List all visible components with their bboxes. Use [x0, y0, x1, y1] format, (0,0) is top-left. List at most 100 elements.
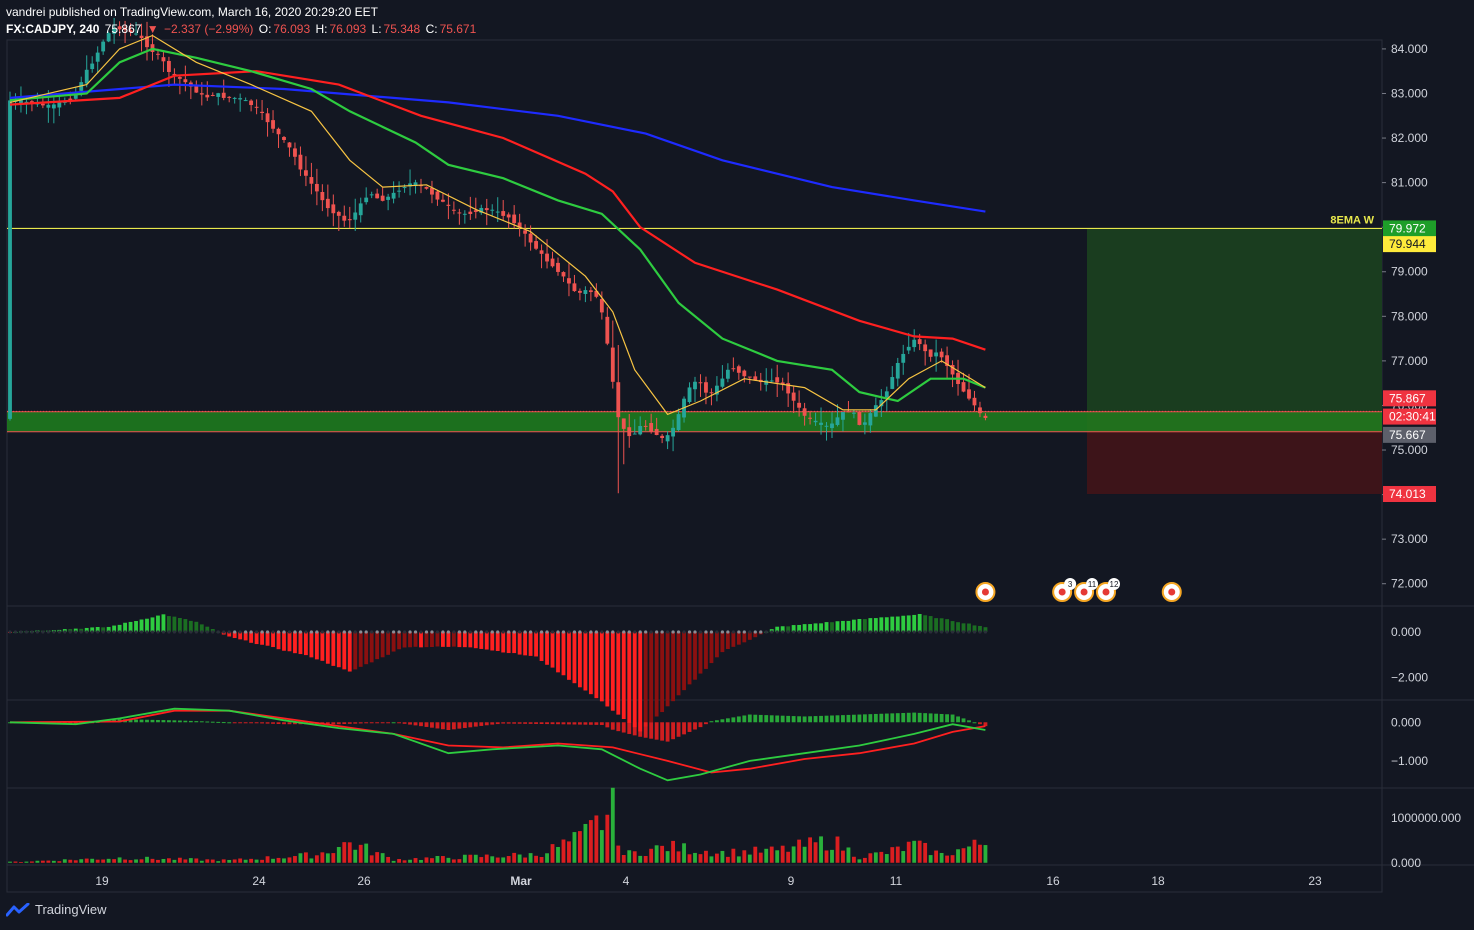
- volume-bar: [747, 854, 752, 863]
- time-tick-label: 4: [623, 874, 630, 888]
- volume-bar: [386, 856, 391, 863]
- volume-bar: [364, 843, 369, 863]
- candle-body: [325, 198, 330, 209]
- event-count-label: 12: [1110, 580, 1119, 589]
- price-tick-label: 73.000: [1391, 532, 1428, 546]
- momentum-bar: [539, 631, 544, 661]
- macd-hist-bar: [490, 722, 495, 725]
- candle-body: [391, 192, 396, 199]
- momentum-bar: [446, 631, 451, 647]
- time-tick-label: 23: [1308, 874, 1322, 888]
- volume-bar: [578, 831, 582, 863]
- volume-bar: [501, 857, 506, 863]
- macd-hist-bar: [594, 722, 599, 725]
- momentum-bar: [156, 615, 160, 632]
- squeeze-dot: [496, 630, 500, 634]
- macd-hist-bar: [364, 722, 369, 724]
- candle-body: [890, 377, 895, 389]
- volume-bar: [709, 856, 714, 863]
- squeeze-dot: [846, 630, 851, 634]
- candle-body: [260, 111, 264, 114]
- squeeze-dot: [726, 630, 730, 634]
- momentum-bar: [391, 631, 396, 652]
- momentum-bar: [791, 625, 796, 632]
- candle-body: [309, 177, 314, 184]
- squeeze-dot: [594, 630, 598, 634]
- macd-hist-bar: [375, 722, 380, 724]
- volume-bar: [183, 859, 188, 863]
- volume-bar: [430, 858, 434, 863]
- candle-body: [46, 104, 51, 108]
- volume-bar: [441, 856, 445, 863]
- volume-bar: [654, 845, 659, 863]
- momentum-bar: [517, 631, 522, 655]
- momentum-bar: [638, 631, 643, 732]
- volume-bar: [479, 857, 484, 863]
- macd-hist-bar: [665, 722, 670, 742]
- squeeze-dot: [315, 630, 319, 634]
- squeeze-dot: [852, 630, 856, 634]
- symbol-name[interactable]: FX:CADJPY, 240: [6, 22, 100, 36]
- footer-brand[interactable]: TradingView: [35, 902, 107, 917]
- candle-body: [473, 210, 478, 212]
- volume-bar: [331, 853, 336, 863]
- macd-hist-bar: [802, 716, 807, 723]
- squeeze-dot: [676, 630, 681, 634]
- volume-bar: [934, 850, 939, 863]
- squeeze-dot: [507, 630, 511, 634]
- candle-body: [616, 382, 621, 418]
- momentum-bar: [660, 631, 665, 713]
- momentum-bar: [380, 631, 385, 658]
- volume-bar: [90, 858, 95, 863]
- volume-bar: [506, 856, 511, 863]
- candle-body: [506, 214, 511, 218]
- squeeze-dot: [687, 630, 692, 634]
- squeeze-dot: [463, 630, 467, 634]
- macd-line: [9, 707, 986, 782]
- squeeze-dot: [24, 630, 29, 634]
- volume-bar: [51, 860, 56, 863]
- macd-hist-bar: [698, 722, 703, 728]
- candle-body: [830, 423, 834, 429]
- squeeze-dot: [890, 630, 894, 634]
- candle-body: [501, 211, 506, 216]
- volume-bar: [167, 858, 171, 863]
- price-tick-label: 79.000: [1391, 265, 1428, 279]
- volume-bar: [698, 854, 703, 863]
- macd-hist-bar: [276, 722, 281, 725]
- candle-body: [128, 30, 133, 33]
- price-label-box: [1383, 236, 1436, 253]
- squeeze-dot: [720, 630, 725, 634]
- volume-bar: [232, 859, 237, 863]
- squeeze-dot: [671, 630, 675, 634]
- momentum-bar: [347, 631, 352, 672]
- macd-hist-bar: [336, 722, 341, 725]
- squeeze-dot: [753, 630, 757, 634]
- momentum-bar: [578, 631, 582, 688]
- squeeze-dot: [709, 630, 714, 634]
- squeeze-dot: [145, 630, 149, 634]
- momentum-bar: [956, 622, 960, 632]
- candle-body: [364, 197, 369, 203]
- candle-body: [194, 84, 199, 93]
- macd-hist-bar: [660, 722, 665, 741]
- candle-body: [523, 230, 528, 234]
- candle-body: [106, 33, 111, 42]
- squeeze-dot: [244, 630, 248, 634]
- squeeze-dot: [265, 630, 270, 634]
- macd-hist-bar: [687, 722, 692, 732]
- momentum-bar: [90, 627, 95, 632]
- macd-hist-bar: [561, 722, 566, 725]
- candle-body: [939, 351, 944, 358]
- momentum-bar: [473, 631, 478, 649]
- symbol-line: FX:CADJPY, 240 75.867 ▼ −2.337 (−2.99%) …: [6, 21, 478, 38]
- momentum-bar: [150, 617, 155, 632]
- volume-bar: [123, 859, 127, 863]
- squeeze-dot: [205, 630, 209, 634]
- macd-hist-bar: [413, 722, 418, 726]
- volume-bar: [824, 850, 829, 863]
- momentum-bar: [451, 631, 456, 647]
- macd-hist-bar: [830, 715, 834, 723]
- volume-bar: [304, 852, 308, 863]
